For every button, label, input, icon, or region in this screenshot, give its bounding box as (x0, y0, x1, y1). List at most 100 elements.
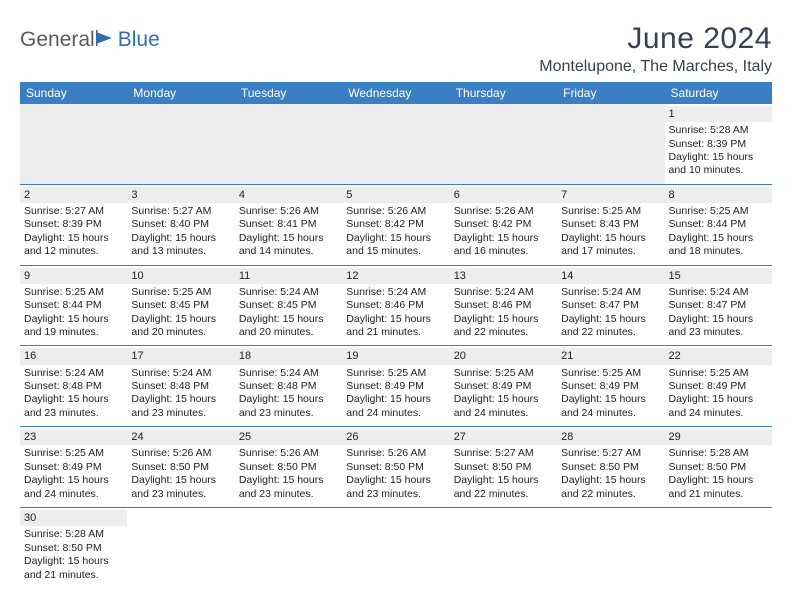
sunrise-line: Sunrise: 5:27 AM (454, 447, 553, 460)
calendar-cell: 17Sunrise: 5:24 AMSunset: 8:48 PMDayligh… (127, 346, 234, 427)
calendar-cell: 13Sunrise: 5:24 AMSunset: 8:46 PMDayligh… (450, 265, 557, 346)
daylight-line: Daylight: 15 hours and 17 minutes. (561, 232, 660, 259)
sunset-line: Sunset: 8:43 PM (561, 218, 660, 231)
sunrise-line: Sunrise: 5:25 AM (669, 205, 768, 218)
sunset-line: Sunset: 8:45 PM (239, 299, 338, 312)
calendar-cell: 22Sunrise: 5:25 AMSunset: 8:49 PMDayligh… (665, 346, 772, 427)
sunset-line: Sunset: 8:49 PM (561, 380, 660, 393)
daylight-line: Daylight: 15 hours and 23 minutes. (346, 474, 445, 501)
calendar-cell: 20Sunrise: 5:25 AMSunset: 8:49 PMDayligh… (450, 346, 557, 427)
calendar-cell-empty (20, 104, 127, 184)
daylight-line: Daylight: 15 hours and 23 minutes. (669, 313, 768, 340)
sunrise-line: Sunrise: 5:25 AM (454, 367, 553, 380)
day-number: 14 (557, 268, 664, 284)
sunrise-line: Sunrise: 5:26 AM (239, 205, 338, 218)
location: Montelupone, The Marches, Italy (539, 58, 772, 76)
daylight-line: Daylight: 15 hours and 14 minutes. (239, 232, 338, 259)
day-number: 26 (342, 429, 449, 445)
calendar-cell: 3Sunrise: 5:27 AMSunset: 8:40 PMDaylight… (127, 184, 234, 265)
sunset-line: Sunset: 8:46 PM (454, 299, 553, 312)
calendar-cell: 2Sunrise: 5:27 AMSunset: 8:39 PMDaylight… (20, 184, 127, 265)
daylight-line: Daylight: 15 hours and 24 minutes. (454, 393, 553, 420)
sunset-line: Sunset: 8:42 PM (346, 218, 445, 231)
calendar-cell: 21Sunrise: 5:25 AMSunset: 8:49 PMDayligh… (557, 346, 664, 427)
sunset-line: Sunset: 8:49 PM (346, 380, 445, 393)
sunrise-line: Sunrise: 5:24 AM (239, 286, 338, 299)
day-number: 25 (235, 429, 342, 445)
day-number: 19 (342, 348, 449, 364)
day-number: 16 (20, 348, 127, 364)
daylight-line: Daylight: 15 hours and 13 minutes. (131, 232, 230, 259)
sunrise-line: Sunrise: 5:27 AM (131, 205, 230, 218)
calendar-cell: 16Sunrise: 5:24 AMSunset: 8:48 PMDayligh… (20, 346, 127, 427)
calendar-cell: 5Sunrise: 5:26 AMSunset: 8:42 PMDaylight… (342, 184, 449, 265)
sunset-line: Sunset: 8:46 PM (346, 299, 445, 312)
calendar-cell-empty (557, 508, 664, 588)
sunrise-line: Sunrise: 5:26 AM (346, 205, 445, 218)
sunset-line: Sunset: 8:48 PM (131, 380, 230, 393)
day-number: 27 (450, 429, 557, 445)
sunset-line: Sunset: 8:47 PM (669, 299, 768, 312)
daylight-line: Daylight: 15 hours and 15 minutes. (346, 232, 445, 259)
calendar-table: SundayMondayTuesdayWednesdayThursdayFrid… (20, 82, 772, 588)
day-number: 18 (235, 348, 342, 364)
daylight-line: Daylight: 15 hours and 23 minutes. (131, 393, 230, 420)
calendar-cell: 11Sunrise: 5:24 AMSunset: 8:45 PMDayligh… (235, 265, 342, 346)
sunset-line: Sunset: 8:50 PM (131, 461, 230, 474)
day-header: Thursday (450, 82, 557, 104)
daylight-line: Daylight: 15 hours and 23 minutes. (239, 474, 338, 501)
daylight-line: Daylight: 15 hours and 22 minutes. (454, 474, 553, 501)
sunrise-line: Sunrise: 5:27 AM (24, 205, 123, 218)
daylight-line: Daylight: 15 hours and 23 minutes. (24, 393, 123, 420)
day-number: 23 (20, 429, 127, 445)
sunrise-line: Sunrise: 5:25 AM (131, 286, 230, 299)
calendar-cell-empty (235, 508, 342, 588)
daylight-line: Daylight: 15 hours and 19 minutes. (24, 313, 123, 340)
calendar-cell: 15 Sunrise: 5:24 AMSunset: 8:47 PMDayligh… (665, 265, 772, 346)
day-number: 22 (665, 348, 772, 364)
calendar-cell-empty (127, 508, 234, 588)
page-title: June 2024 (539, 22, 772, 56)
sunset-line: Sunset: 8:49 PM (454, 380, 553, 393)
day-number: 13 (450, 268, 557, 284)
sunrise-line: Sunrise: 5:25 AM (346, 367, 445, 380)
calendar-cell-empty (127, 104, 234, 184)
calendar-cell: 28 Sunrise: 5:27 AMSunset: 8:50 PMDayligh… (557, 427, 664, 508)
sunrise-line: Sunrise: 5:27 AM (561, 447, 660, 460)
sunrise-line: Sunrise: 5:24 AM (239, 367, 338, 380)
daylight-line: Daylight: 15 hours and 12 minutes. (24, 232, 123, 259)
calendar-row: 23Sunrise: 5:25 AMSunset: 8:49 PMDayligh… (20, 427, 772, 508)
calendar-cell-empty (342, 508, 449, 588)
sunrise-line: Sunrise: 5:25 AM (24, 286, 123, 299)
day-number: 15 (665, 268, 772, 284)
calendar-cell: 27Sunrise: 5:27 AMSunset: 8:50 PMDayligh… (450, 427, 557, 508)
sunrise-line: Sunrise: 5:26 AM (454, 205, 553, 218)
sunrise-line: Sunrise: 5:26 AM (131, 447, 230, 460)
daylight-line: Daylight: 15 hours and 23 minutes. (131, 474, 230, 501)
day-number: 12 (342, 268, 449, 284)
sunset-line: Sunset: 8:50 PM (561, 461, 660, 474)
sunrise-line: Sunrise: 5:24 AM (669, 286, 768, 299)
calendar-cell: 14Sunrise: 5:24 AMSunset: 8:47 PMDayligh… (557, 265, 664, 346)
daylight-line: Daylight: 15 hours and 24 minutes. (24, 474, 123, 501)
sunrise-line: Sunrise: 5:25 AM (561, 205, 660, 218)
sunset-line: Sunset: 8:50 PM (346, 461, 445, 474)
sunset-line: Sunset: 8:44 PM (669, 218, 768, 231)
calendar-cell-empty (235, 104, 342, 184)
day-header: Monday (127, 82, 234, 104)
daylight-line: Daylight: 15 hours and 18 minutes. (669, 232, 768, 259)
sunset-line: Sunset: 8:40 PM (131, 218, 230, 231)
day-number: 30 (20, 510, 127, 526)
calendar-cell: 12Sunrise: 5:24 AMSunset: 8:46 PMDayligh… (342, 265, 449, 346)
sunrise-line: Sunrise: 5:24 AM (454, 286, 553, 299)
calendar-row: 9Sunrise: 5:25 AMSunset: 8:44 PMDaylight… (20, 265, 772, 346)
sunset-line: Sunset: 8:48 PM (239, 380, 338, 393)
calendar-cell-empty (665, 508, 772, 588)
daylight-line: Daylight: 15 hours and 10 minutes. (669, 151, 768, 178)
calendar-cell: 10Sunrise: 5:25 AMSunset: 8:45 PMDayligh… (127, 265, 234, 346)
day-number: 28 (557, 429, 664, 445)
sunset-line: Sunset: 8:39 PM (24, 218, 123, 231)
day-number: 24 (127, 429, 234, 445)
day-number: 21 (557, 348, 664, 364)
daylight-line: Daylight: 15 hours and 22 minutes. (561, 474, 660, 501)
